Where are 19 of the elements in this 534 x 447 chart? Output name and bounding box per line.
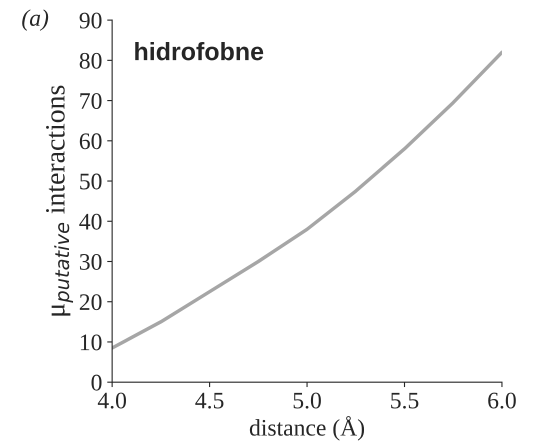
x-tick-label: 5.5 xyxy=(391,392,418,409)
y-tick-label: 60 xyxy=(80,133,102,150)
text: (a) xyxy=(22,9,48,31)
y-tick-label: 30 xyxy=(80,254,102,270)
y-tick-label: 20 xyxy=(80,294,102,310)
y-tick-label: 40 xyxy=(79,214,102,230)
x-tick-label: 4.5 xyxy=(195,392,224,409)
y-axis-title: μ$_{putative}$ interactions xyxy=(46,86,74,316)
y-tick-label: 90 xyxy=(80,12,102,29)
y-tick-label: 50 xyxy=(80,174,102,190)
annotation: hidrofobne xyxy=(135,42,264,60)
y-tick-label: 80 xyxy=(80,52,102,69)
x-tick-label: 4.0 xyxy=(98,392,126,409)
x-tick-label: 5.0 xyxy=(294,392,321,409)
y-tick-label: 10 xyxy=(80,334,102,350)
x-axis-title: distance (Å) xyxy=(250,416,364,441)
y-tick-label: 0 xyxy=(92,374,102,391)
y-tick-label: 70 xyxy=(80,93,102,109)
x-tick-label: 6.0 xyxy=(488,392,516,409)
